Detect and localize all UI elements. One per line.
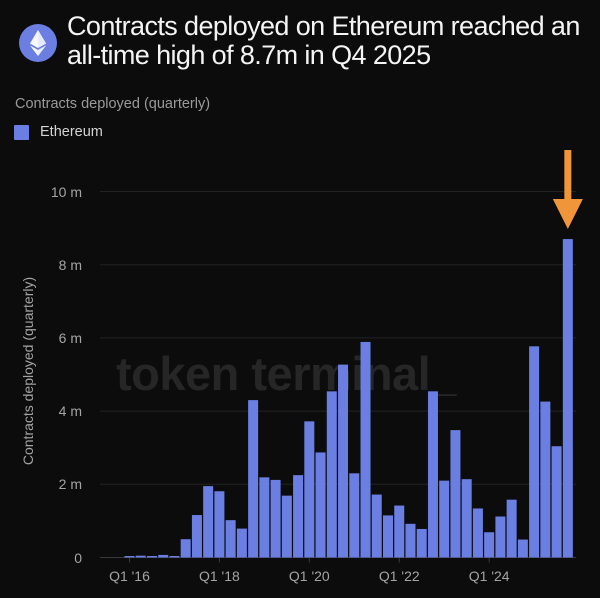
bar-q3-21[interactable]: [371, 494, 382, 558]
bar-q2-22[interactable]: [405, 523, 416, 558]
x-tick-label: Q1 '22: [378, 568, 420, 584]
bar-q4-23[interactable]: [472, 508, 483, 558]
bar-q4-24[interactable]: [517, 539, 528, 558]
legend: Ethereum: [14, 124, 103, 140]
bar-q2-25[interactable]: [540, 401, 551, 558]
bar-q2-19[interactable]: [270, 479, 281, 558]
legend-label-ethereum[interactable]: Ethereum: [40, 124, 103, 140]
bar-q2-16[interactable]: [135, 555, 146, 558]
bar-q4-19[interactable]: [293, 475, 304, 558]
bar-q2-17[interactable]: [180, 539, 191, 558]
y-axis-label: Contracts deployed (quarterly): [20, 276, 36, 466]
bar-q3-20[interactable]: [326, 391, 337, 558]
arrow-down-icon: [552, 150, 583, 229]
bar-chart: token terminal_ Contracts deployed (quar…: [0, 150, 600, 598]
watermark: token terminal_: [116, 347, 456, 400]
bar-q1-20[interactable]: [304, 421, 315, 558]
bar-q4-25[interactable]: [562, 239, 573, 558]
chart-title: Contracts deployed on Ethereum reached a…: [67, 11, 580, 70]
bar-q4-20[interactable]: [338, 364, 349, 558]
bar-q2-24[interactable]: [495, 516, 506, 558]
bar-q3-19[interactable]: [281, 495, 292, 558]
bar-q1-23[interactable]: [439, 480, 450, 558]
legend-swatch-ethereum: [14, 124, 29, 140]
bar-q4-21[interactable]: [383, 515, 393, 558]
y-tick-label: 10 m: [50, 183, 82, 200]
bar-q3-16[interactable]: [146, 556, 157, 558]
bar-q2-21[interactable]: [360, 341, 371, 558]
chart-subtitle: Contracts deployed (quarterly): [15, 96, 211, 112]
bar-q1-22[interactable]: [394, 505, 405, 558]
bar-q1-17[interactable]: [169, 556, 180, 558]
x-tick-label: Q1 '24: [468, 568, 510, 584]
y-tick-label: 8 m: [58, 256, 82, 273]
y-tick-label: 6 m: [58, 329, 82, 346]
bar-q3-17[interactable]: [191, 515, 202, 558]
bar-q4-17[interactable]: [203, 486, 214, 558]
bar-q3-23[interactable]: [461, 479, 472, 558]
bar-q1-18[interactable]: [214, 491, 225, 558]
bar-q3-25[interactable]: [551, 446, 562, 558]
x-tick-label: Q1 '20: [288, 568, 330, 584]
bar-q1-24[interactable]: [484, 532, 495, 558]
bar-q4-18[interactable]: [248, 400, 259, 558]
y-tick-label: 0: [74, 549, 82, 566]
ethereum-logo-icon: [19, 24, 57, 62]
y-tick-label: 4 m: [58, 403, 82, 420]
bar-q1-25[interactable]: [529, 346, 540, 558]
bar-q2-18[interactable]: [225, 520, 236, 558]
x-tick-label: Q1 '16: [109, 568, 150, 584]
bar-q1-16[interactable]: [124, 556, 135, 558]
bar-q1-21[interactable]: [349, 473, 360, 558]
chart-plot-area: [100, 150, 583, 563]
bar-q3-22[interactable]: [416, 528, 427, 558]
bar-q1-19[interactable]: [259, 477, 270, 558]
bar-q3-18[interactable]: [236, 528, 247, 558]
x-tick-label: Q1 '18: [198, 568, 240, 584]
bar-q4-22[interactable]: [427, 391, 438, 558]
bar-q3-24[interactable]: [506, 499, 517, 558]
bar-q2-20[interactable]: [315, 452, 326, 558]
bar-q2-23[interactable]: [450, 430, 461, 558]
y-tick-label: 2 m: [58, 476, 82, 493]
bar-q4-16[interactable]: [158, 554, 169, 558]
